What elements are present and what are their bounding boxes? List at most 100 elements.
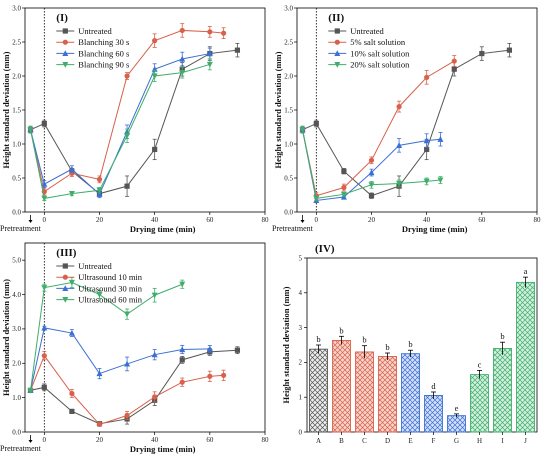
- legend-label: Ultrasound 60 min: [78, 295, 142, 305]
- y-tick-label: 1.0: [284, 140, 293, 148]
- data-point: [179, 379, 185, 385]
- legend-marker: [62, 274, 68, 280]
- bar-H: [470, 374, 489, 433]
- data-point: [69, 170, 75, 176]
- significance-letter: b: [362, 335, 366, 345]
- data-point: [124, 360, 131, 367]
- legend-marker: [62, 297, 69, 303]
- data-point: [221, 30, 227, 36]
- y-tick-label: 5.0: [12, 256, 21, 264]
- x-tick-label: 20: [96, 436, 104, 444]
- legend-marker: [62, 62, 69, 68]
- bar-A: [309, 348, 328, 433]
- x-tick-label: G: [454, 437, 459, 445]
- series-line: [302, 129, 441, 201]
- x-tick-label: 60: [206, 436, 214, 444]
- data-point: [506, 47, 513, 53]
- data-point: [423, 178, 430, 185]
- pretreatment-label: Pretreatment: [0, 224, 42, 233]
- data-point: [221, 372, 227, 378]
- legend-label: 20% salt solution: [350, 60, 410, 70]
- y-tick-label: 4: [299, 289, 303, 297]
- significance-letter: b: [316, 334, 320, 344]
- data-point: [179, 281, 186, 288]
- y-tick-label: 2.0: [12, 72, 21, 80]
- data-point: [124, 311, 131, 318]
- data-point: [41, 180, 48, 187]
- x-tick-label: 0: [43, 436, 47, 444]
- bar-D: [378, 356, 397, 433]
- legend-label: 10% salt solution: [350, 48, 410, 58]
- data-point: [179, 357, 185, 363]
- pretreatment-label: Pretreatment: [272, 224, 314, 233]
- series-2: [27, 47, 213, 199]
- significance-letter: b: [385, 342, 389, 352]
- data-point: [68, 329, 75, 336]
- data-point: [368, 182, 375, 188]
- series-line: [302, 49, 510, 197]
- series-line: [30, 63, 210, 199]
- x-tick-label: 20: [368, 216, 376, 224]
- x-tick-label: D: [385, 437, 390, 445]
- x-tick-label: 80: [534, 216, 542, 224]
- x-axis-title: Drying time (min): [130, 444, 196, 454]
- x-tick-label: J: [524, 437, 527, 445]
- legend-marker: [334, 39, 340, 45]
- data-point: [41, 324, 48, 331]
- y-tick-label: 1.5: [12, 106, 21, 114]
- legend-marker: [62, 263, 68, 269]
- bar-G: [447, 415, 466, 433]
- panel-salt: 0 20 40 60 80 0.0 0.5 1.0 1.5 2.0 2.5 3.0 Pretreatme…: [272, 4, 541, 234]
- data-point: [41, 384, 47, 390]
- y-axis-title: Height standard deviation (mm): [1, 279, 11, 396]
- x-tick-label: 60: [206, 216, 214, 224]
- pretreatment-arrowhead: [28, 440, 33, 443]
- panel-label: (III): [56, 247, 77, 259]
- y-axis-title: Height standard deviation (mm): [1, 51, 11, 168]
- pretreatment-arrowhead: [28, 220, 33, 223]
- legend-label: Untreated: [78, 26, 112, 36]
- legend-label: Blanching 30 s: [78, 37, 129, 47]
- data-point: [27, 387, 34, 394]
- legend-label: Ultrasound 10 min: [78, 272, 142, 282]
- data-point: [152, 146, 158, 153]
- data-point: [234, 347, 241, 353]
- data-point: [96, 176, 103, 182]
- data-point: [69, 390, 75, 397]
- x-tick-label: 0: [315, 216, 319, 224]
- data-point: [41, 285, 48, 291]
- x-tick-label: A: [316, 437, 321, 445]
- panel-label: (IV): [315, 243, 335, 255]
- data-point: [423, 137, 430, 144]
- data-point: [207, 29, 213, 35]
- y-tick-label: 0: [299, 428, 303, 436]
- series-3: [27, 58, 213, 202]
- data-point: [206, 345, 213, 352]
- data-point: [179, 346, 186, 353]
- panel-label: (I): [56, 12, 68, 24]
- y-tick-label: 2: [299, 359, 303, 367]
- data-point: [396, 104, 402, 110]
- data-point: [313, 195, 320, 202]
- x-tick-label: 80: [262, 436, 270, 444]
- bar-B: [332, 340, 351, 433]
- significance-letter: a: [524, 266, 528, 276]
- bar-C: [355, 351, 374, 433]
- x-tick-label: C: [362, 437, 367, 445]
- series-line: [30, 327, 210, 391]
- plot-frame: [296, 7, 538, 213]
- data-point: [68, 191, 75, 197]
- data-point: [437, 177, 444, 184]
- y-tick-label: 0.5: [12, 174, 21, 182]
- data-point: [151, 292, 158, 299]
- data-point: [152, 394, 158, 400]
- x-tick-label: 0: [43, 216, 47, 224]
- data-point: [96, 421, 103, 428]
- pretreatment-label: Pretreatment: [0, 444, 42, 453]
- y-tick-label: 3.0: [12, 4, 21, 12]
- data-point: [179, 70, 186, 76]
- x-axis-title: Drying time (min): [130, 224, 196, 234]
